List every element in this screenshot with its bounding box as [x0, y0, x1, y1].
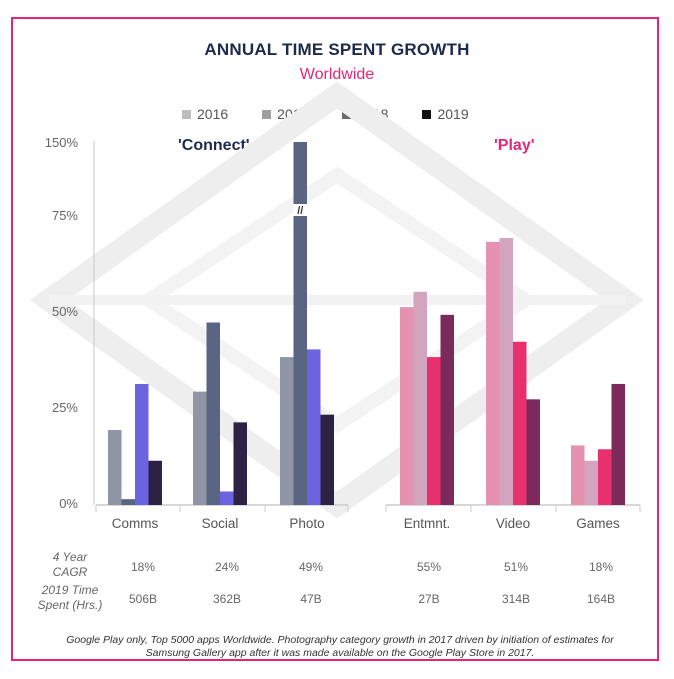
time-video: 314B [501, 592, 531, 606]
legend-swatch-2019 [422, 109, 432, 119]
chart-frame [11, 17, 659, 661]
legend-swatch-2017 [262, 109, 272, 119]
cagr-entmnt: 55% [416, 560, 442, 574]
bar-comms-2016 [108, 430, 122, 505]
y-tick-label: 150% [45, 135, 79, 150]
cagr-video: 51% [503, 560, 529, 574]
bar-games-2019 [611, 383, 625, 505]
legend-item-2016: 2016 [182, 106, 228, 122]
bar-games-2017 [584, 460, 598, 505]
footnote: Google Play only, Top 5000 apps Worldwid… [66, 634, 614, 659]
bar-video-2019 [526, 399, 540, 505]
bar-comms-2017 [121, 499, 135, 505]
legend-item-2019: 2019 [422, 106, 469, 122]
cagr-social: 24% [214, 560, 240, 574]
bar-comms-2018 [135, 383, 149, 505]
bar-social-2019 [233, 422, 247, 505]
bar-entmnt-2016 [400, 307, 414, 505]
time-social: 362B [212, 592, 242, 606]
cagr-row-label: 4 Year CAGR [52, 550, 88, 579]
time-comms: 506B [128, 592, 158, 606]
bar-entmnt-2019 [440, 314, 454, 505]
bar-video-2016 [486, 241, 500, 505]
y-tick-label: 75% [52, 208, 78, 223]
legend-label-2019: 2019 [437, 106, 469, 122]
x-tick-label: Entmnt. [404, 516, 451, 531]
x-tick-label: Comms [112, 516, 159, 531]
bar-social-2018 [220, 491, 234, 505]
chart-title: ANNUAL TIME SPENT GROWTH [204, 40, 470, 59]
group-label-connect: 'Connect' [178, 137, 250, 154]
legend-label-2016: 2016 [197, 106, 229, 122]
cagr-games: 18% [588, 560, 614, 574]
cagr-photo: 49% [298, 560, 324, 574]
x-tick-label: Social [202, 516, 239, 531]
x-tick-label: Video [496, 516, 530, 531]
bar-games-2018 [598, 449, 612, 505]
axis-break-gap [293, 204, 307, 216]
time-games: 164B [586, 592, 616, 606]
bar-games-2016 [571, 445, 585, 505]
axis-break-symbol: // [297, 205, 303, 217]
bar-social-2016 [193, 391, 207, 505]
bar-photo-2016 [280, 357, 294, 505]
time-spent-row-label: 2019 Time Spent (Hrs.) [37, 583, 103, 612]
bar-entmnt-2017 [413, 291, 427, 505]
bar-entmnt-2018 [427, 357, 441, 505]
bar-photo-2019 [320, 414, 334, 505]
bar-photo-2018 [307, 349, 321, 505]
bar-comms-2019 [148, 460, 162, 505]
bar-photo-2017 [293, 142, 307, 505]
cagr-comms: 18% [130, 560, 156, 574]
chart-axes: 0% 25% 50% 75% 150% Comms Social Photo Entmnt. Vi… [45, 135, 641, 531]
bar-video-2017 [499, 238, 513, 506]
bar-video-2018 [513, 341, 527, 505]
time-photo: 47B [300, 592, 322, 606]
group-label-play: 'Play' [494, 137, 535, 154]
legend-swatch-2016 [182, 109, 191, 119]
y-tick-label: 50% [52, 304, 78, 319]
x-tick-label: Games [576, 516, 620, 531]
bar-social-2017 [206, 322, 220, 505]
y-tick-label: 25% [52, 400, 78, 415]
chart-bars: // [108, 142, 625, 506]
chart-subtitle: Worldwide [299, 66, 375, 83]
watermark-diamond-inner [136, 166, 538, 434]
time-entmnt: 27B [418, 592, 440, 606]
y-tick-label: 0% [59, 496, 78, 511]
x-tick-label: Photo [289, 516, 324, 531]
